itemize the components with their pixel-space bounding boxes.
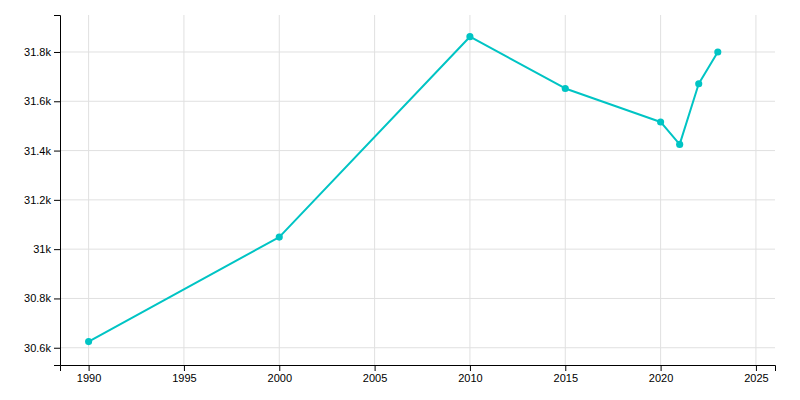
x-tick: 2025 [744,365,768,384]
series-marker [276,234,283,241]
x-axis: 1990 1995 2000 2005 2010 2015 2020 2025 [61,365,776,384]
y-tick-mark [54,298,60,299]
y-tick-label: 31.8k [24,46,51,58]
x-tick-mark [470,365,471,371]
x-tick-mark [279,365,280,371]
x-tick-mark [89,365,90,371]
grid-line-y [60,150,775,151]
grid-line-x [660,15,661,365]
grid-line-y [60,101,775,102]
grid-line-y [60,249,775,250]
grid-line-y [60,347,775,348]
series-marker [562,85,569,92]
y-tick-mark [54,249,60,250]
y-tick: 31.2k [24,194,60,206]
y-tick-mark [54,52,60,53]
x-tick: 2015 [554,365,578,384]
y-tick-label: 31.4k [24,145,51,157]
series-marker [657,118,664,125]
y-tick-label: 31k [33,243,51,255]
grid-line-x [183,15,184,365]
x-tick-label: 2020 [649,372,673,384]
x-tick-mark [565,365,566,371]
x-tick: 1990 [77,365,101,384]
x-tick-label: 2025 [744,372,768,384]
chart-svg: 1990199520002005201020152020202530.6k30.… [0,0,800,400]
x-tick-label: 2010 [458,372,482,384]
grid [60,15,775,365]
x-tick-mark [184,365,185,371]
series-marker [695,80,702,87]
y-tick: 31.6k [24,95,60,107]
y-tick-mark [54,151,60,152]
y-tick: 30.6k [24,342,60,354]
grid-line-x [469,15,470,365]
grid-line-x [565,15,566,365]
x-tick: 2005 [363,365,387,384]
x-tick-mark [375,365,376,371]
y-tick: 30.8k [24,292,60,304]
x-tick-label: 1995 [172,372,196,384]
x-tick: 2000 [268,365,292,384]
grid-line-x [88,15,89,365]
y-axis-line [54,16,61,366]
series-line [89,37,718,342]
grid-line-y [60,51,775,52]
y-axis: 30.6k 30.8k 31k 31.2k 31.4k 31.6k 31.8k [24,16,60,366]
y-tick-label: 31.2k [24,194,51,206]
y-tick-mark [54,101,60,102]
x-tick-label: 2000 [268,372,292,384]
chart-container: 1990199520002005201020152020202530.6k30.… [0,0,800,400]
x-tick: 1995 [172,365,196,384]
x-tick-label: 1990 [77,372,101,384]
grid-line-x [374,15,375,365]
y-tick: 31k [33,243,60,255]
grid-line-x [279,15,280,365]
y-tick-mark [54,200,60,201]
x-tick-mark [661,365,662,371]
y-tick-label: 30.8k [24,292,51,304]
series-marker [676,141,683,148]
x-tick: 2020 [649,365,673,384]
plot-area [85,33,721,345]
x-tick-label: 2015 [554,372,578,384]
grid-line-x [755,15,756,365]
x-tick-label: 2005 [363,372,387,384]
series-marker [466,33,473,40]
x-tick: 2010 [458,365,482,384]
y-tick: 31.4k [24,145,60,157]
y-tick-mark [54,348,60,349]
grid-line-y [60,199,775,200]
y-tick-label: 31.6k [24,95,51,107]
x-axis-line [61,366,776,372]
series-marker [714,48,721,55]
series-marker [85,338,92,345]
x-tick-mark [756,365,757,371]
y-tick-label: 30.6k [24,342,51,354]
y-tick: 31.8k [24,46,60,58]
